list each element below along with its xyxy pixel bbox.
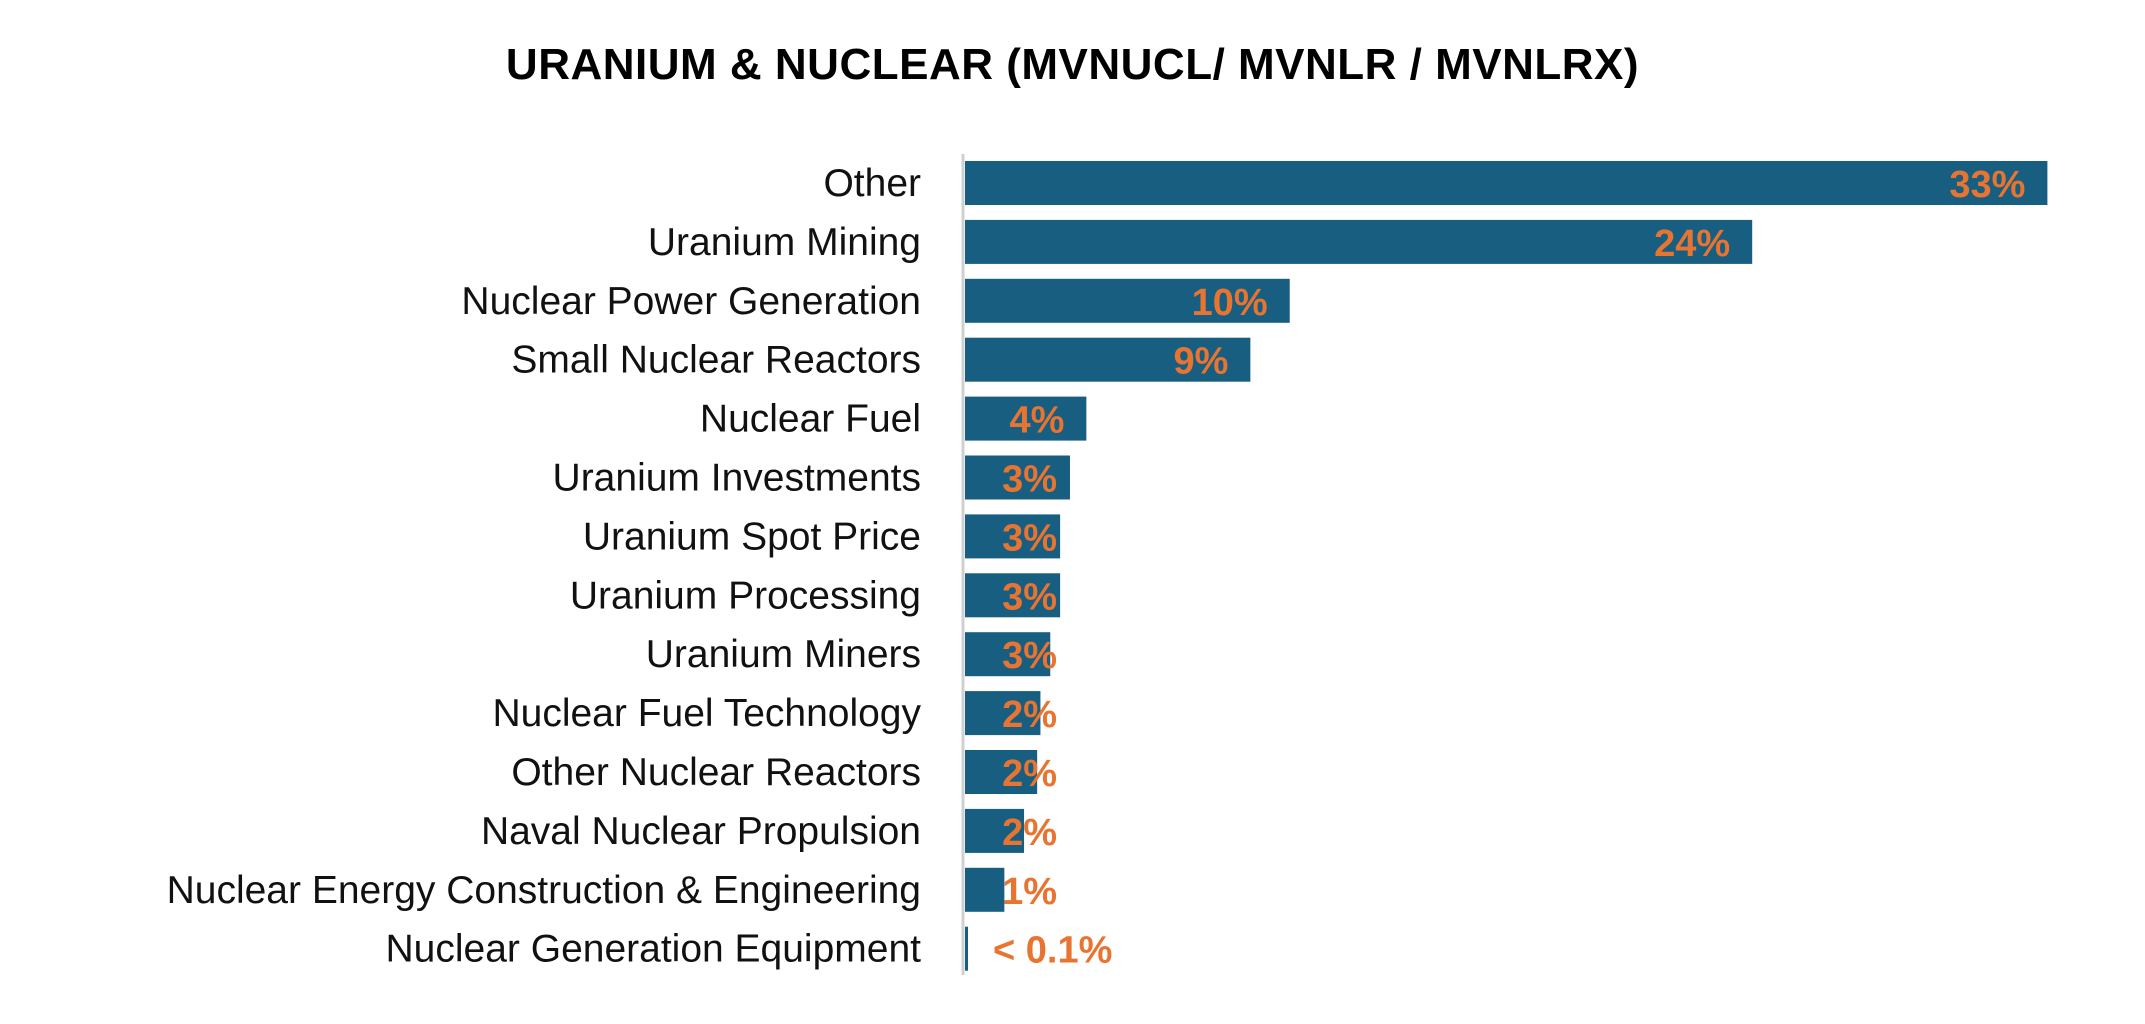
bar: [965, 514, 1061, 559]
data-label: 33%: [1949, 164, 2025, 206]
bar: [965, 632, 1051, 677]
data-label: 10%: [1192, 282, 1268, 324]
data-label: 2%: [1002, 812, 1057, 854]
bar: [965, 219, 1753, 264]
bar: [965, 573, 1061, 618]
data-label: 3%: [1002, 517, 1057, 559]
category-label: Uranium Processing: [570, 574, 921, 617]
category-label: Nuclear Energy Construction & Engineerin…: [167, 869, 921, 912]
data-label: 4%: [1009, 400, 1064, 442]
bar: [965, 808, 1025, 853]
bar: [965, 161, 2048, 205]
data-label: 24%: [1654, 223, 1730, 265]
data-label: 3%: [1002, 576, 1057, 618]
category-label: Nuclear Generation Equipment: [386, 928, 922, 971]
category-label: Nuclear Fuel Technology: [492, 692, 921, 735]
data-label: 2%: [1002, 753, 1057, 795]
category-label: Small Nuclear Reactors: [511, 339, 921, 382]
category-label: Other: [823, 162, 921, 205]
data-label: 1%: [1002, 871, 1057, 913]
bar: [965, 278, 1290, 323]
data-label: < 0.1%: [993, 930, 1112, 972]
bar: [965, 691, 1041, 736]
category-label: Naval Nuclear Propulsion: [481, 810, 921, 853]
category-label: Nuclear Power Generation: [461, 280, 921, 323]
bar: [965, 750, 1038, 794]
bar: [965, 926, 968, 971]
category-label: Uranium Miners: [646, 633, 921, 676]
data-label: 3%: [1002, 635, 1057, 677]
category-label: Uranium Investments: [553, 457, 921, 500]
category-label: Uranium Spot Price: [583, 515, 921, 558]
bar: [965, 867, 1005, 912]
category-label: Uranium Mining: [648, 221, 921, 264]
chart-title: URANIUM & NUCLEAR (MVNUCL/ MVNLR / MVNLR…: [505, 40, 1640, 89]
category-label: Other Nuclear Reactors: [511, 751, 921, 794]
data-label: 9%: [1173, 341, 1228, 383]
category-label: Nuclear Fuel: [700, 398, 921, 441]
data-label: 3%: [1002, 459, 1057, 501]
bar: [965, 396, 1087, 441]
data-label: 2%: [1002, 694, 1057, 736]
bar: [965, 337, 1251, 382]
bar: [965, 455, 1070, 500]
